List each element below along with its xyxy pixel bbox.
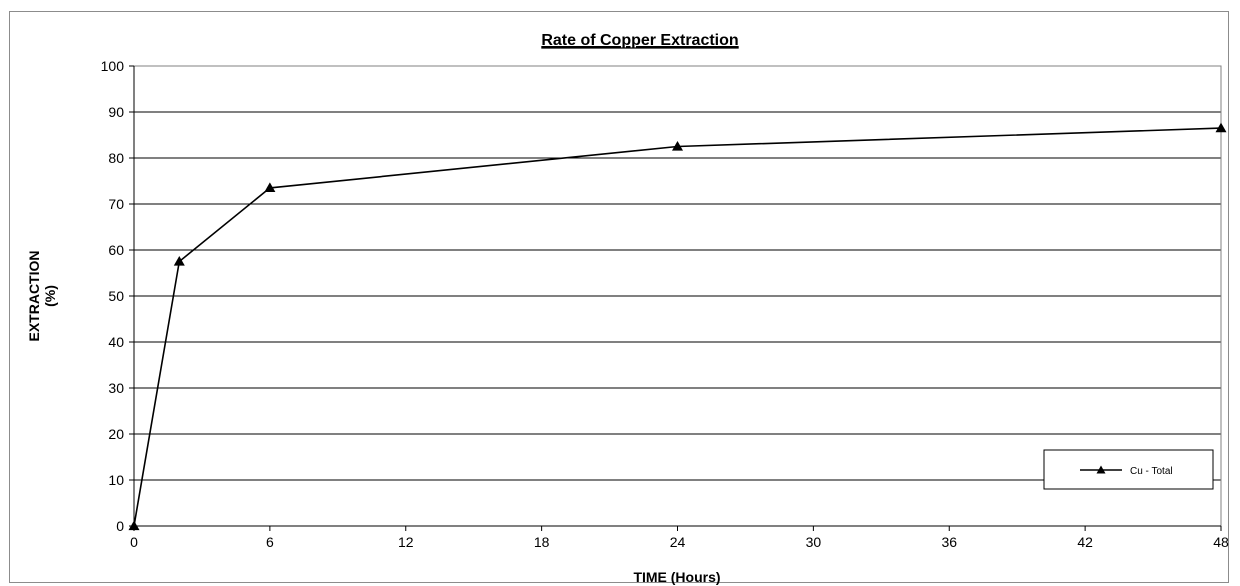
x-tick-label: 42 bbox=[1077, 534, 1093, 550]
x-tick-label: 36 bbox=[941, 534, 957, 550]
y-tick-label: 60 bbox=[108, 242, 124, 258]
axes: 0 10 20 30 40 50 60 70 80 90 100 0 6 12 18 24 30 36 42 48 bbox=[101, 58, 1229, 550]
y-axis-title-line-1: EXTRACTION bbox=[26, 251, 42, 342]
x-tick-label: 18 bbox=[534, 534, 550, 550]
chart-title: Rate of Copper Extraction bbox=[541, 32, 738, 49]
x-tick-label: 6 bbox=[266, 534, 274, 550]
chart-frame bbox=[9, 11, 1229, 583]
x-tick-label: 48 bbox=[1213, 534, 1229, 550]
legend-box bbox=[1043, 449, 1214, 490]
y-tick-label: 20 bbox=[108, 426, 124, 442]
legend-marker-triangle bbox=[1096, 465, 1106, 474]
series-layer bbox=[128, 122, 1227, 531]
y-tick-label: 90 bbox=[108, 104, 124, 120]
data-point-marker bbox=[173, 256, 185, 266]
x-tick-label: 0 bbox=[130, 534, 138, 550]
y-tick-label: 0 bbox=[116, 518, 124, 534]
grid-lines bbox=[134, 111, 1221, 481]
y-axis-title-line-2: (%) bbox=[42, 285, 58, 307]
y-tick-label: 10 bbox=[108, 472, 124, 488]
x-tick-label: 12 bbox=[398, 534, 414, 550]
y-tick-label: 70 bbox=[108, 196, 124, 212]
data-point-marker bbox=[672, 141, 683, 151]
y-tick-label: 80 bbox=[108, 150, 124, 166]
x-tick-label: 30 bbox=[806, 534, 822, 550]
data-point-marker bbox=[1215, 122, 1227, 133]
y-tick-label: 100 bbox=[101, 58, 125, 74]
data-point-marker bbox=[264, 182, 276, 193]
legend-label: Cu - Total bbox=[1130, 466, 1173, 477]
y-tick-label: 40 bbox=[108, 334, 124, 350]
y-axis-title: EXTRACTION (%) bbox=[26, 251, 58, 342]
y-tick-label: 30 bbox=[108, 380, 124, 396]
x-axis-title: TIME (Hours) bbox=[633, 569, 720, 585]
x-tick-label: 24 bbox=[670, 534, 686, 550]
y-tick-label: 50 bbox=[108, 288, 124, 304]
data-point-marker bbox=[128, 520, 140, 531]
legend: Cu - Total bbox=[1043, 449, 1214, 490]
